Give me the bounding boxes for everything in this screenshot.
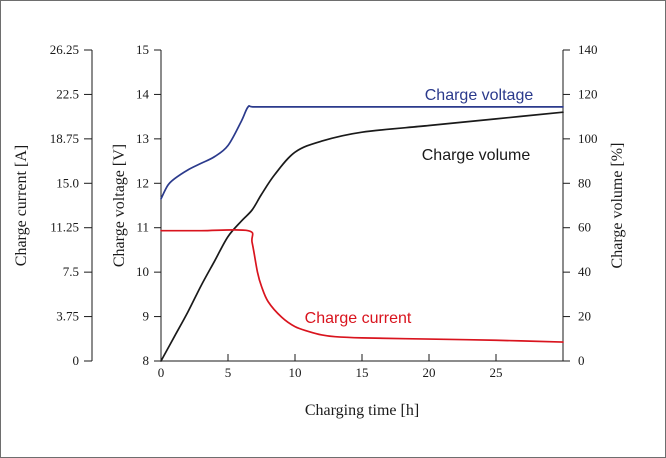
time-tick-label: 5 xyxy=(225,365,232,380)
x-axis-title: Charging time [h] xyxy=(305,402,419,419)
charge-volume-label: Charge volume xyxy=(422,147,531,164)
volume-tick-label: 0 xyxy=(578,353,585,368)
volume-tick-label: 140 xyxy=(578,42,598,57)
current-tick-label: 3.75 xyxy=(56,309,79,324)
time-tick-label: 20 xyxy=(423,365,436,380)
current-tick-label: 11.25 xyxy=(50,220,79,235)
current-tick-label: 18.75 xyxy=(50,131,79,146)
volume-tick-label: 80 xyxy=(578,175,591,190)
current-tick-label: 7.5 xyxy=(63,264,79,279)
voltage-tick-label: 8 xyxy=(143,353,150,368)
voltage-tick-label: 11 xyxy=(136,220,149,235)
voltage-axis-title: Charge voltage [V] xyxy=(111,144,128,267)
voltage-tick-label: 13 xyxy=(136,131,149,146)
voltage-tick-label: 12 xyxy=(136,175,149,190)
current-tick-label: 22.5 xyxy=(56,86,79,101)
volume-tick-label: 40 xyxy=(578,264,591,279)
charge-voltage-line xyxy=(160,104,564,200)
current-tick-label: 26.25 xyxy=(50,42,79,57)
volume-axis-title: Charge volume [%] xyxy=(609,143,626,269)
volume-tick-label: 60 xyxy=(578,220,591,235)
charge-current-label: Charge current xyxy=(305,310,412,327)
volume-tick-label: 100 xyxy=(578,131,598,146)
voltage-tick-label: 9 xyxy=(143,309,150,324)
voltage-tick-label: 15 xyxy=(136,42,149,57)
time-tick-label: 25 xyxy=(490,365,503,380)
voltage-tick-label: 14 xyxy=(136,86,150,101)
charge-voltage-label: Charge voltage xyxy=(425,87,534,104)
current-axis-title: Charge current [A] xyxy=(13,145,30,266)
volume-tick-label: 120 xyxy=(578,86,598,101)
charge-current-line xyxy=(160,228,564,343)
current-tick-label: 0 xyxy=(73,353,80,368)
current-tick-label: 15.0 xyxy=(56,175,79,190)
charge-volume-line xyxy=(160,111,564,362)
time-tick-label: 0 xyxy=(158,365,165,380)
volume-tick-label: 20 xyxy=(578,309,591,324)
time-tick-label: 10 xyxy=(289,365,302,380)
voltage-tick-label: 10 xyxy=(136,264,149,279)
time-tick-label: 15 xyxy=(356,365,369,380)
